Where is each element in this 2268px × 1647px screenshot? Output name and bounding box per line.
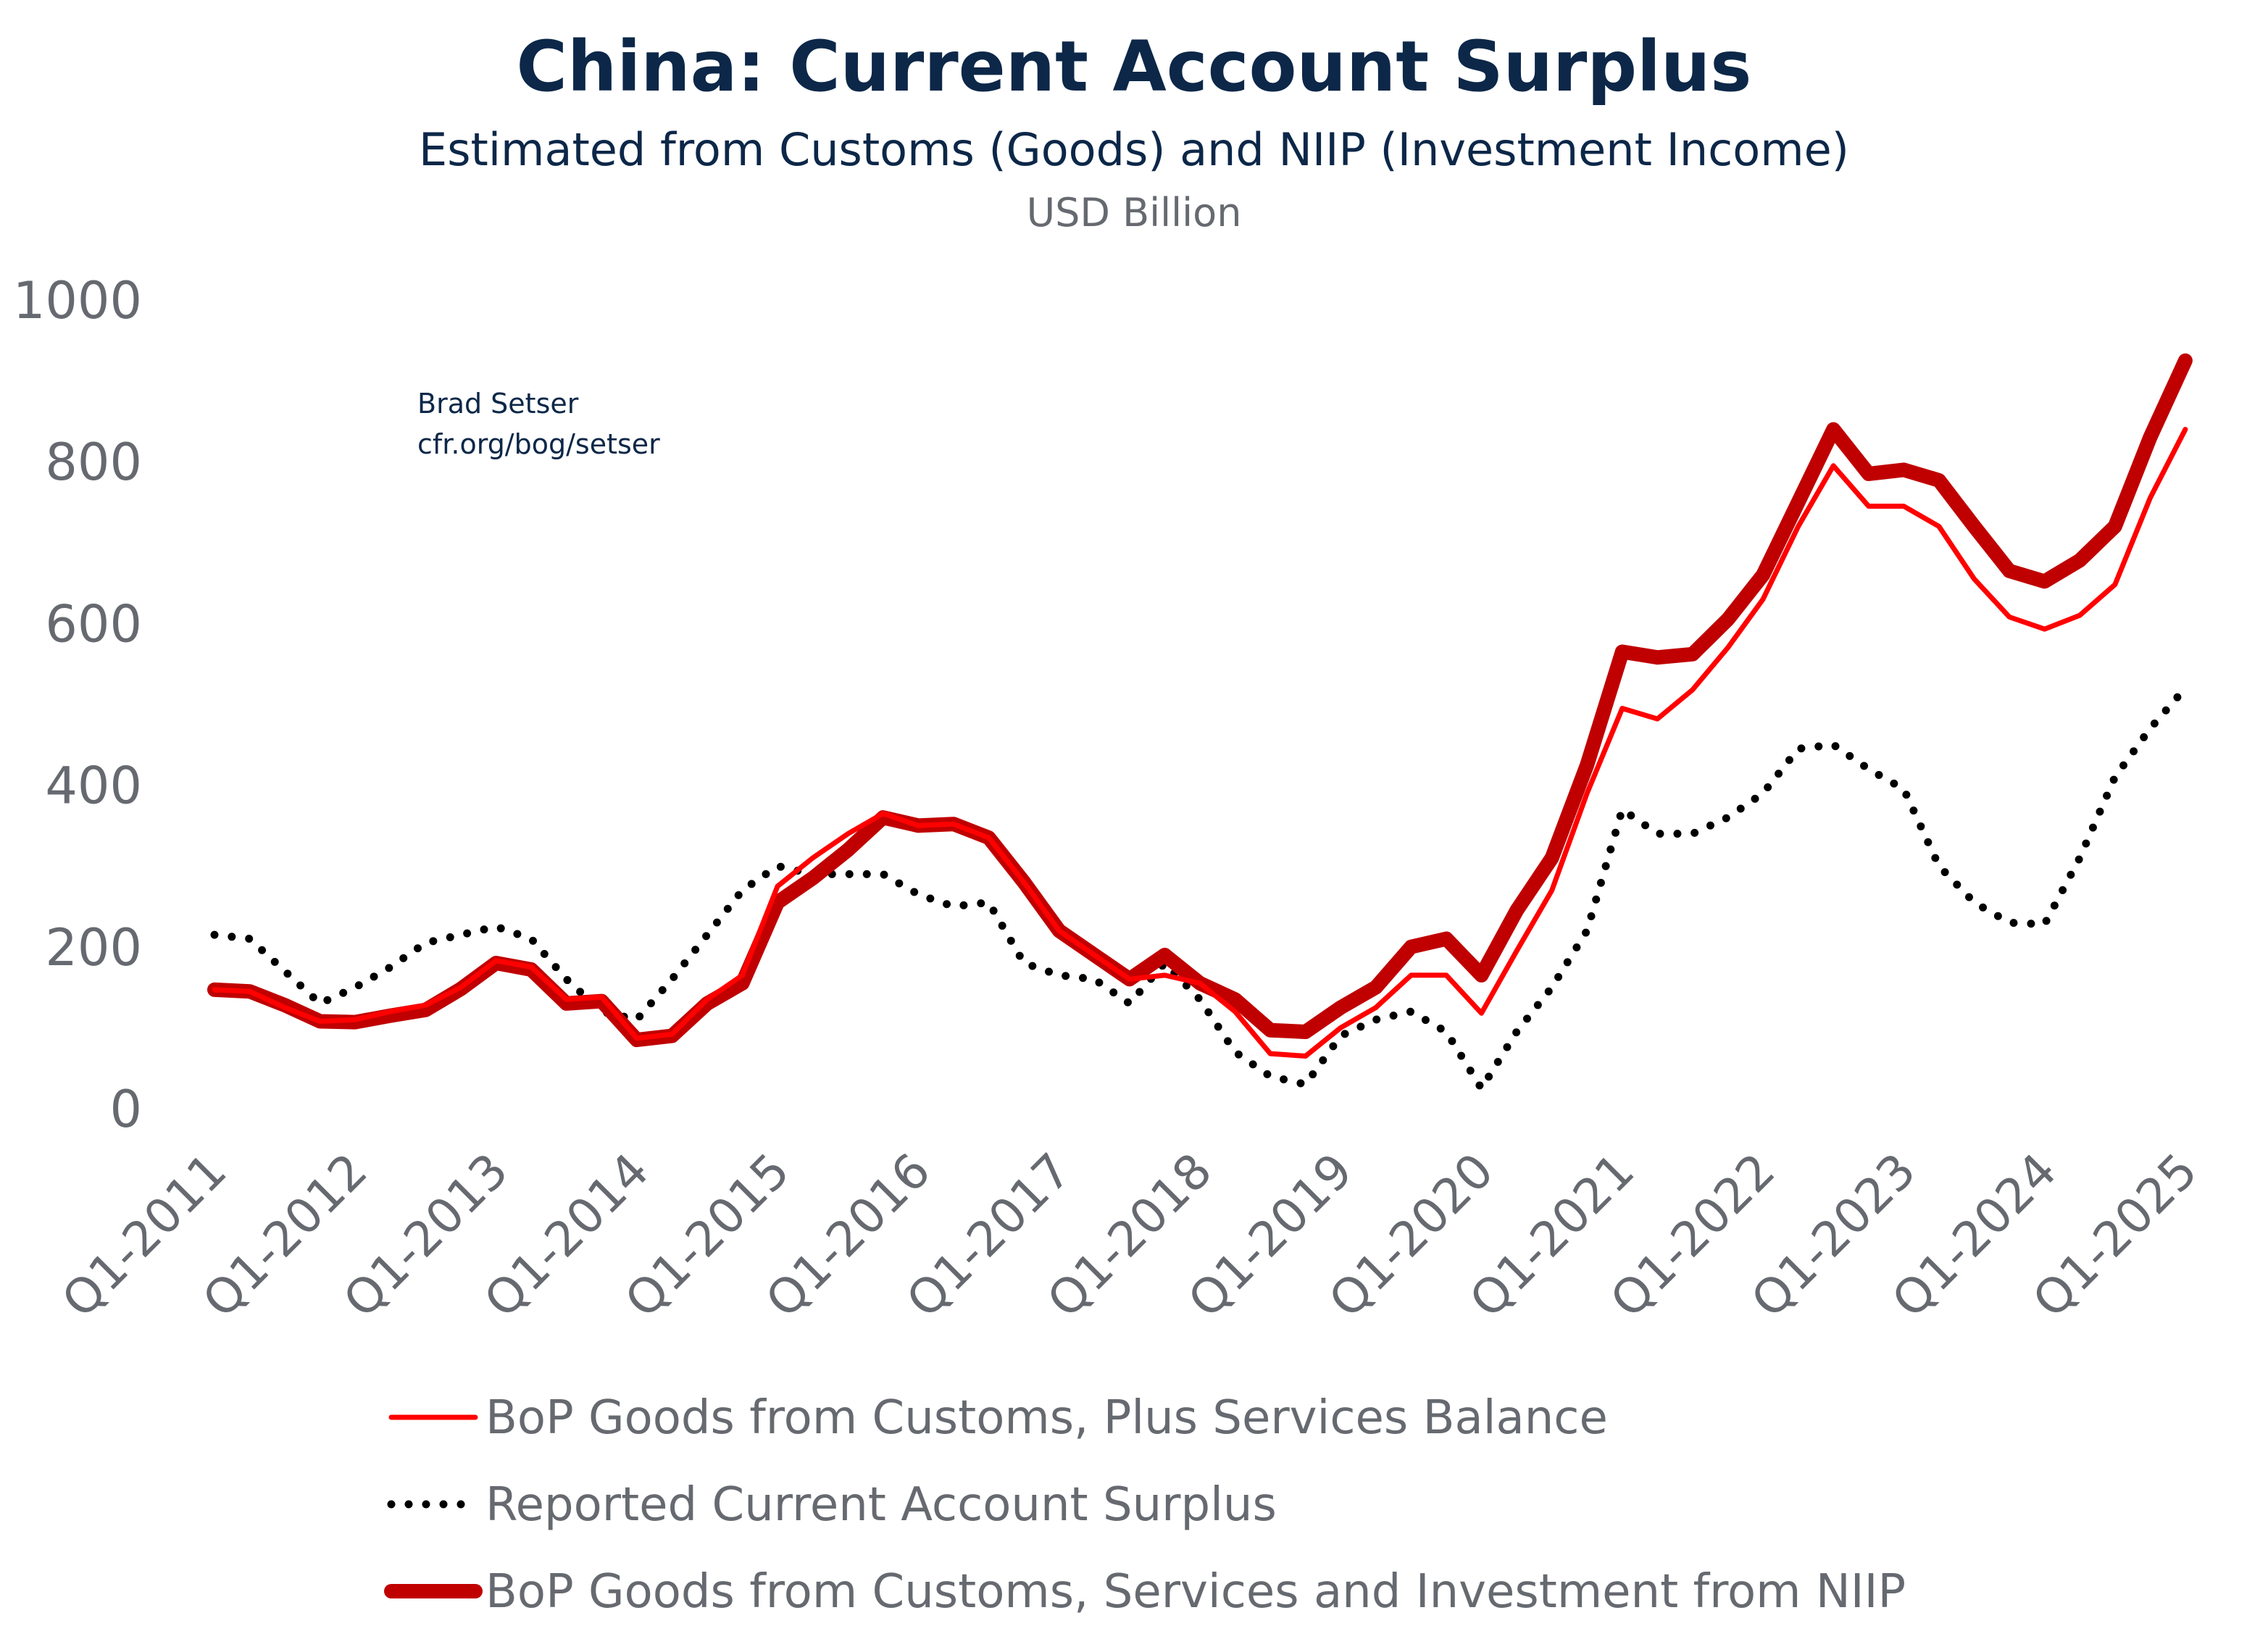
legend-label: Reported Current Account Surplus (485, 1478, 1277, 1532)
y-tick-label: 0 (109, 1080, 142, 1139)
legend-item: Reported Current Account Surplus (387, 1478, 1277, 1532)
y-tick-label: 200 (45, 918, 142, 977)
series-line-3 (207, 353, 2193, 1048)
author-url: cfr.org/bog/setser (417, 428, 660, 460)
y-tick-label: 1000 (13, 271, 142, 330)
legend-label: BoP Goods from Customs, Services and Inv… (485, 1565, 1906, 1619)
legend-label: BoP Goods from Customs, Plus Services Ba… (485, 1391, 1608, 1445)
y-tick-label: 400 (45, 756, 142, 816)
series-line-2 (210, 684, 2190, 1093)
y-tick-label: 600 (45, 594, 142, 654)
legend-item: BoP Goods from Customs, Services and Inv… (384, 1565, 1906, 1619)
y-tick-label: 800 (45, 433, 142, 492)
series-line-1 (212, 427, 2188, 1059)
y-axis-unit: USD Billion (1027, 190, 1242, 235)
author-note: Brad Setser (417, 388, 579, 420)
legend-item: BoP Goods from Customs, Plus Services Ba… (388, 1391, 1608, 1445)
chart-title: China: Current Account Surplus (517, 26, 1752, 107)
chart-subtitle: Estimated from Customs (Goods) and NIIP … (419, 123, 1849, 176)
